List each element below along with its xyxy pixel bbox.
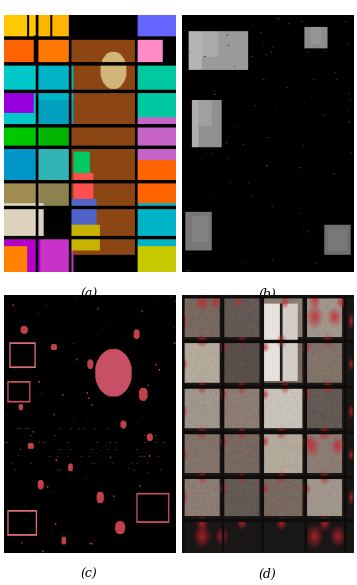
Text: (d): (d) bbox=[259, 568, 277, 581]
Text: (c): (c) bbox=[81, 568, 97, 581]
Text: (b): (b) bbox=[259, 287, 277, 301]
Text: (a): (a) bbox=[81, 287, 98, 301]
